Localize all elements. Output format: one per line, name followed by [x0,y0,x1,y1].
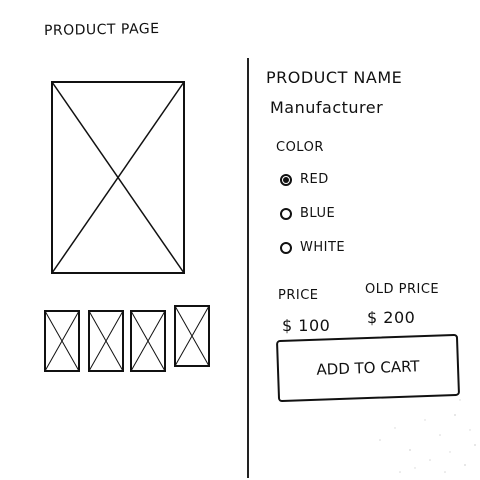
thumbnail-image-1[interactable] [44,310,80,372]
color-option-label: RED [300,172,329,187]
old-price-value: $ 200 [367,308,416,327]
color-option-label: WHITE [300,240,346,255]
price-label: PRICE [278,288,319,303]
color-option-white[interactable]: WHITE [280,240,345,255]
column-divider [247,58,249,478]
thumbnail-image-2[interactable] [88,310,124,372]
radio-unselected-icon[interactable] [280,241,292,254]
manufacturer: Manufacturer [270,98,384,117]
color-option-label: BLUE [300,206,336,221]
main-product-image [51,81,185,274]
price-value: $ 100 [282,316,331,335]
scan-noise [379,399,476,473]
thumbnail-image-4[interactable] [174,305,210,367]
old-price-label: OLD PRICE [365,282,440,297]
color-option-blue[interactable]: BLUE [280,206,335,221]
radio-selected-icon[interactable] [280,173,292,186]
product-name: PRODUCT NAME [266,68,403,87]
color-label: COLOR [276,140,324,155]
page-title: PRODUCT PAGE [43,20,160,40]
color-option-red[interactable]: RED [280,172,329,187]
thumbnail-image-3[interactable] [130,310,166,372]
radio-unselected-icon[interactable] [280,207,292,220]
